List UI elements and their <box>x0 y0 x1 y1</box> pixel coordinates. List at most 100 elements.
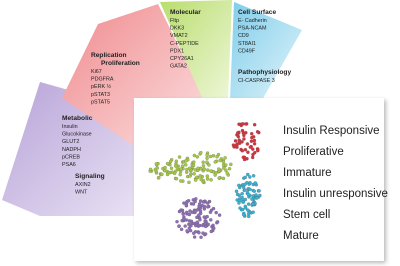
dot <box>165 172 170 177</box>
dot <box>156 176 161 180</box>
plot-box <box>134 98 384 261</box>
dot <box>177 155 182 159</box>
dot <box>241 212 246 217</box>
panel-item: CD9 <box>238 33 249 39</box>
panel-molecular <box>160 0 232 100</box>
dot <box>202 167 206 171</box>
dot <box>185 210 189 215</box>
dot <box>192 153 197 158</box>
dot <box>187 180 191 185</box>
dot <box>231 143 236 147</box>
dot <box>179 179 183 183</box>
dot <box>194 223 198 228</box>
dot <box>207 199 212 204</box>
legend-label: Stem cell <box>283 209 330 221</box>
dot <box>252 189 256 193</box>
panel-item: CI-CASPASE 3 <box>238 78 275 84</box>
dot <box>243 188 247 192</box>
panel-item: Ki67 <box>91 69 102 75</box>
dot <box>202 215 206 219</box>
dot <box>172 171 177 176</box>
dot <box>192 172 196 176</box>
dot <box>250 155 255 160</box>
dot <box>251 174 256 178</box>
dot <box>251 147 255 151</box>
dot <box>196 166 200 170</box>
dot <box>205 153 209 157</box>
dot <box>208 154 213 159</box>
dot <box>197 213 201 217</box>
dot <box>257 189 261 193</box>
dot <box>217 176 222 180</box>
panel-item: pSTAT5 <box>91 99 110 105</box>
dot <box>243 204 247 209</box>
dot <box>191 163 196 168</box>
panel-title: Metabolic <box>62 115 93 122</box>
dot <box>234 189 239 193</box>
dot <box>201 160 205 164</box>
panel-item: Insulin <box>62 124 78 130</box>
dot <box>179 227 184 232</box>
panel-subtitle: Signaling <box>75 173 105 180</box>
dot <box>199 167 203 171</box>
legend-label: Proliferative <box>283 146 344 158</box>
dot <box>209 229 213 234</box>
dot <box>242 157 247 162</box>
dot <box>242 137 246 141</box>
dot <box>187 166 192 170</box>
dot <box>185 229 189 233</box>
panel-title-line: Replication <box>91 52 127 59</box>
dot <box>236 131 240 135</box>
dot <box>165 161 170 166</box>
dot <box>215 220 220 224</box>
dot <box>205 214 209 219</box>
dot <box>205 177 210 181</box>
dot <box>246 172 250 177</box>
dot <box>227 167 232 171</box>
panel-title: Replication Proliferation <box>91 52 140 67</box>
panel-title: Cell Surface <box>238 9 276 16</box>
dot <box>199 150 203 155</box>
scatter <box>148 122 262 239</box>
dot <box>211 154 216 158</box>
dot <box>153 167 158 172</box>
panel-item: PDX1 <box>170 48 184 54</box>
dot <box>183 163 188 167</box>
dot <box>200 223 205 228</box>
panel-item: CD49F <box>238 48 256 54</box>
dot <box>173 164 178 168</box>
dot <box>206 222 210 227</box>
dot <box>235 142 239 146</box>
dot <box>249 139 254 143</box>
dot <box>180 164 185 168</box>
dot <box>218 158 222 163</box>
dot <box>253 150 257 155</box>
dot <box>203 224 208 229</box>
dot <box>181 212 185 216</box>
dot <box>250 132 254 136</box>
dot <box>241 122 245 126</box>
dot <box>258 193 262 198</box>
dot <box>251 135 256 139</box>
dot <box>163 165 167 170</box>
panel-item: NADPH <box>62 147 81 153</box>
dot <box>248 187 252 192</box>
dot <box>250 197 254 201</box>
dot <box>182 201 186 205</box>
dot <box>192 235 197 239</box>
dot <box>198 218 202 222</box>
panel-item: VMAT2 <box>170 33 188 39</box>
dot <box>246 208 250 212</box>
dot <box>184 203 189 207</box>
legend-label: Immature <box>283 167 332 179</box>
dot <box>243 175 247 180</box>
dot <box>256 148 260 153</box>
dot <box>188 174 192 178</box>
panel-item: ST8AI1 <box>238 41 256 47</box>
panel-item: GATA2 <box>170 64 187 70</box>
dot <box>209 178 213 182</box>
dot <box>246 193 251 197</box>
dot <box>251 194 255 198</box>
panel-item: E- Cadherin <box>238 18 267 24</box>
legend-label: Mature <box>283 230 319 242</box>
